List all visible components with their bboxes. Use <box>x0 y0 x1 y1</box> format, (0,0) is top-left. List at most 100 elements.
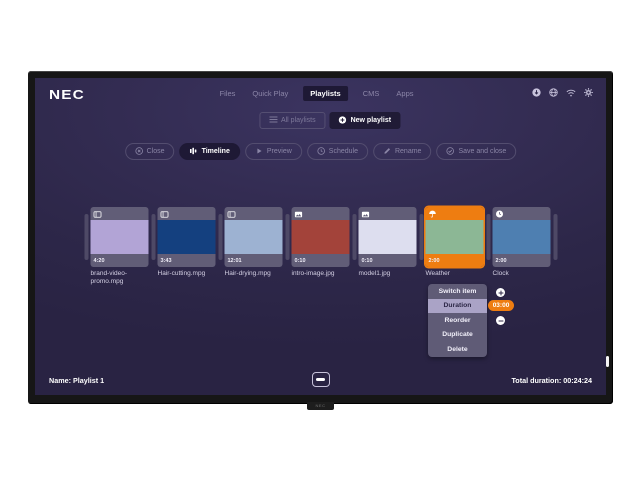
item-card[interactable]: 2:00 <box>492 207 551 267</box>
item-name: Weather <box>425 270 450 277</box>
item-thumbnail <box>90 220 149 254</box>
schedule-button[interactable]: Schedule <box>306 143 368 160</box>
check-circle-icon <box>446 146 455 157</box>
drag-handle[interactable] <box>352 214 356 260</box>
gear-icon[interactable] <box>584 88 593 97</box>
tab-files[interactable]: Files <box>219 89 236 98</box>
collapse-toolbar-button[interactable] <box>311 372 330 387</box>
item-card-header <box>157 207 216 220</box>
item-duration: 3:43 <box>157 254 216 267</box>
total-duration: Total duration: 00:24:24 <box>511 376 592 385</box>
playlist-bar: All playlists New playlist <box>258 112 401 129</box>
item-thumbnail <box>291 220 350 254</box>
plus-circle-icon <box>338 115 347 126</box>
all-playlists-button[interactable]: All playlists <box>258 112 326 129</box>
tab-cms[interactable]: CMS <box>362 89 380 98</box>
drag-handle[interactable] <box>419 214 423 260</box>
item-card[interactable]: 2:00 <box>425 207 484 267</box>
timeline-item[interactable]: 4:20 brand-video-promo.mpg <box>90 207 149 287</box>
item-duration: 12:01 <box>224 254 283 267</box>
sliders-icon <box>190 147 198 157</box>
timeline-button[interactable]: Timeline <box>179 143 240 160</box>
item-card[interactable]: 3:43 <box>157 207 216 267</box>
drag-handle[interactable] <box>553 214 557 260</box>
item-name: Hair-drying.mpg <box>224 270 271 277</box>
item-name: model1.jpg <box>358 270 391 277</box>
timeline-item[interactable]: 0:10 model1.jpg <box>358 207 417 278</box>
screen: NEC Files Quick Play Playlists CMS Apps … <box>35 78 606 395</box>
menu-item-delete[interactable]: Delete <box>447 345 468 353</box>
monitor-bezel: NEC Files Quick Play Playlists CMS Apps … <box>28 71 613 410</box>
umbrella-icon <box>429 207 437 223</box>
item-thumbnail <box>157 220 216 254</box>
item-duration: 2:00 <box>492 254 551 267</box>
play-icon <box>255 147 263 157</box>
menu-icon <box>268 116 277 125</box>
menu-item-reorder[interactable]: Reorder <box>444 316 471 324</box>
timeline-item[interactable]: 2:00 Clock <box>492 207 551 278</box>
item-thumbnail <box>358 220 417 254</box>
item-card[interactable]: 0:10 <box>358 207 417 267</box>
drag-handle[interactable] <box>218 214 222 260</box>
item-card[interactable]: 0:10 <box>291 207 350 267</box>
pencil-icon <box>383 147 391 157</box>
item-card-header <box>90 207 149 223</box>
drag-handle[interactable] <box>84 214 88 260</box>
item-card[interactable]: 4:20 <box>90 207 149 267</box>
rename-label: Rename <box>394 148 422 155</box>
timeline-label: Timeline <box>201 148 230 155</box>
close-button[interactable]: Close <box>124 143 175 160</box>
drag-handle[interactable] <box>151 214 155 260</box>
nec-logo: NEC <box>49 87 85 102</box>
menu-item-duplicate[interactable]: Duplicate <box>442 331 473 339</box>
minus-circle-icon[interactable] <box>496 316 505 325</box>
tab-apps[interactable]: Apps <box>396 89 414 98</box>
duration-value-badge: 03:00 <box>488 300 514 311</box>
menu-item-duration[interactable]: Duration <box>428 298 487 313</box>
preview-button[interactable]: Preview <box>244 143 302 160</box>
plus-circle-icon[interactable] <box>496 288 505 297</box>
drag-handle[interactable] <box>486 214 490 260</box>
item-duration: 4:20 <box>90 254 149 267</box>
item-card[interactable]: 12:01 <box>224 207 283 267</box>
item-duration: 0:10 <box>291 254 350 267</box>
item-thumbnail <box>492 220 551 254</box>
close-label: Close <box>146 148 165 155</box>
menu-item-switch-item[interactable]: Switch item <box>438 287 477 295</box>
close-circle-icon <box>134 146 143 157</box>
timeline-item[interactable]: 3:43 Hair-cutting.mpg <box>157 207 216 278</box>
main-nav: Files Quick Play Playlists CMS Apps <box>218 86 416 101</box>
playlist-name: Name: Playlist 1 <box>49 376 105 385</box>
new-playlist-button[interactable]: New playlist <box>329 112 401 129</box>
status-icons <box>532 88 593 97</box>
film-icon <box>93 207 102 223</box>
timeline-item[interactable]: 0:10 intro-image.jpg <box>291 207 350 278</box>
image-icon <box>361 207 370 223</box>
item-context-menu: Switch item Duration Reorder Duplicate D… <box>428 284 487 357</box>
timeline-item[interactable]: 12:01 Hair-drying.mpg <box>224 207 283 278</box>
toolbar: Close Timeline Preview Schedule Rename <box>124 143 517 160</box>
item-name: brand-video-promo.mpg <box>90 270 128 286</box>
schedule-label: Schedule <box>328 148 358 155</box>
drag-handle[interactable] <box>285 214 289 260</box>
item-thumbnail <box>224 220 283 254</box>
save-and-close-button[interactable]: Save and close <box>436 143 517 160</box>
tab-playlists[interactable]: Playlists <box>303 86 348 101</box>
item-name: Clock <box>492 270 509 277</box>
timeline-strip: 4:20 brand-video-promo.mpg 3:43 Hair-cuttin… <box>84 207 557 287</box>
download-icon[interactable] <box>532 88 541 97</box>
timeline-item[interactable]: 2:00 Weather <box>425 207 484 278</box>
wifi-icon[interactable] <box>566 89 576 97</box>
image-icon <box>294 207 303 223</box>
globe-icon[interactable] <box>549 88 558 97</box>
film-icon <box>227 207 236 223</box>
item-name: intro-image.jpg <box>291 270 335 277</box>
item-card-header <box>291 207 350 223</box>
clock-icon <box>317 146 325 157</box>
tab-quick-play[interactable]: Quick Play <box>252 89 289 98</box>
rename-button[interactable]: Rename <box>372 143 432 160</box>
bezel-indicator <box>606 356 609 367</box>
item-card-header <box>492 207 551 223</box>
clock-solid-icon <box>495 207 504 223</box>
